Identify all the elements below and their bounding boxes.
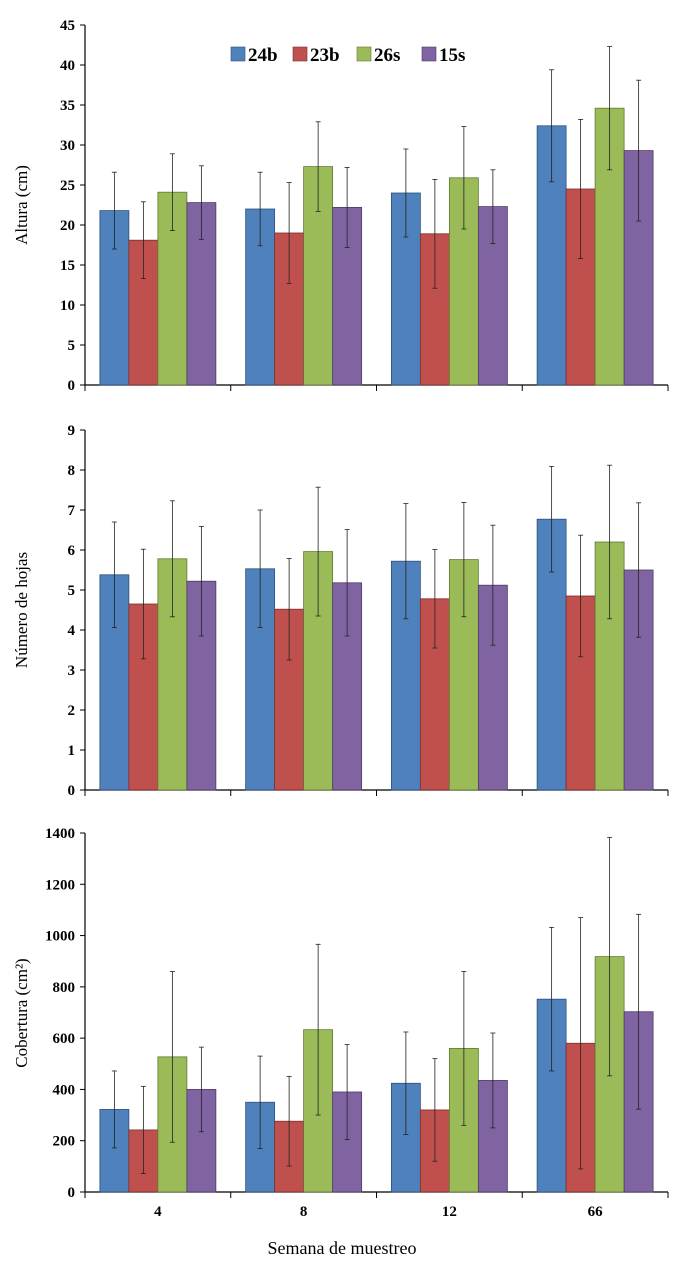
panel-1: 0 1 2 3 4 5 6 7 8 9: [68, 423, 669, 799]
legend-label-24b: 24b: [248, 45, 278, 66]
y-tick-label: 800: [53, 980, 76, 996]
legend-label-23b: 23b: [310, 45, 340, 66]
y-tick-label: 0: [68, 378, 76, 394]
y-tick-label: 35: [60, 98, 75, 114]
y-tick-label: 20: [60, 218, 75, 234]
x-tick-label: 8: [300, 1204, 308, 1220]
legend-swatch-26s: [356, 46, 372, 62]
legend-swatch-23b: [292, 46, 308, 62]
y-tick-label: 400: [53, 1082, 76, 1098]
y-tick-label: 40: [60, 58, 75, 74]
panel-0: 0 5 10 15 20 25 30 35 40 45: [60, 18, 669, 394]
y-tick-label: 5: [68, 338, 76, 354]
y-tick-label: 8: [68, 463, 76, 479]
legend-swatch-15s: [421, 46, 437, 62]
y-axis-label-hojas: Número de hojas: [12, 552, 31, 668]
y-tick-label: 25: [60, 178, 75, 194]
y-tick-label: 9: [68, 423, 76, 439]
panel-2: 0 200 400 600 800 1000 1200 1400 4 8 12 66: [45, 826, 669, 1220]
y-tick-label: 6: [68, 543, 76, 559]
y-axis-label-altura: Altura (cm): [12, 165, 31, 245]
y-tick-label: 600: [53, 1031, 76, 1047]
y-tick-label: 3: [68, 663, 76, 679]
legend-label-26s: 26s: [374, 45, 400, 66]
y-tick-label: 4: [68, 623, 76, 639]
y-tick-label: 2: [68, 703, 76, 719]
y-tick-label: 0: [68, 1185, 76, 1201]
y-tick-label: 10: [60, 298, 75, 314]
x-tick-label: 4: [154, 1204, 162, 1220]
y-tick-label: 45: [60, 18, 75, 34]
legend-label-15s: 15s: [439, 45, 465, 66]
y-tick-label: 7: [68, 503, 76, 519]
x-tick-label: 12: [442, 1204, 457, 1220]
y-tick-label: 15: [60, 258, 75, 274]
y-tick-label: 1: [68, 743, 76, 759]
y-tick-label: 1200: [45, 877, 75, 893]
legend: 24b 23b 26s 15s: [230, 45, 465, 66]
x-tick-label: 66: [588, 1204, 604, 1220]
y-tick-label: 0: [68, 783, 76, 799]
y-tick-label: 1400: [45, 826, 75, 842]
x-axis-label: Semana de muestreo: [268, 1238, 417, 1258]
y-tick-label: 1000: [45, 929, 75, 945]
y-tick-label: 5: [68, 583, 76, 599]
y-axis-label-cobertura: Cobertura (cm²): [12, 958, 31, 1067]
legend-swatch-24b: [230, 46, 246, 62]
y-tick-label: 30: [60, 138, 75, 154]
bar-26s-week-8: [303, 166, 334, 386]
y-tick-label: 200: [53, 1134, 76, 1150]
